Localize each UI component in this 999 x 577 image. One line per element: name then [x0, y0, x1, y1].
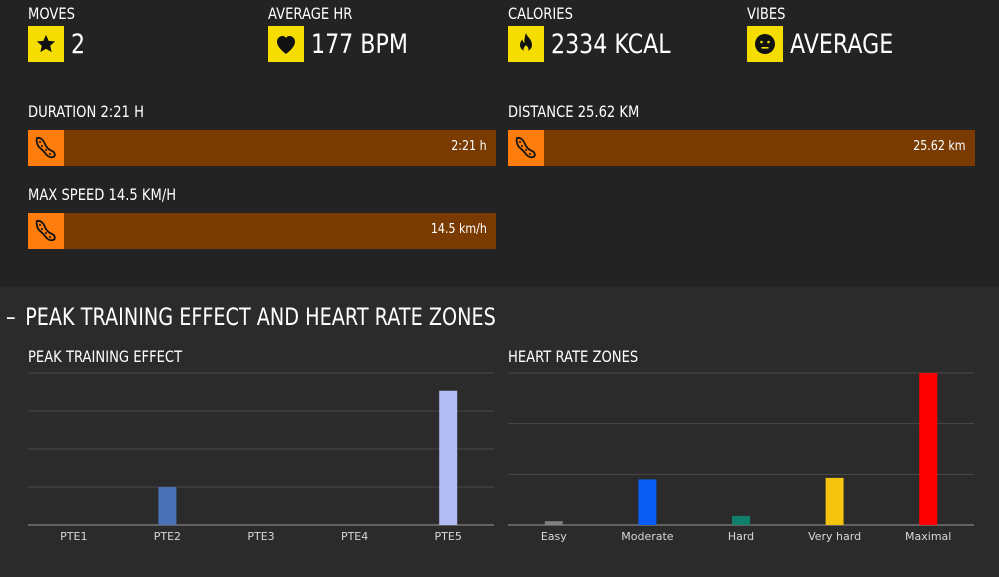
- stat-label: AVERAGE HR: [268, 4, 353, 23]
- stat-vibes: VIBES: [747, 4, 794, 23]
- bar-very-hard[interactable]: [825, 477, 844, 525]
- bar-maximal[interactable]: [919, 373, 938, 525]
- stat-moves: MOVES: [28, 4, 85, 23]
- bar-moderate[interactable]: [638, 479, 657, 525]
- stat-calories: CALORIES: [508, 4, 587, 23]
- stat-value: 2334 KCAL: [551, 28, 671, 60]
- star-icon: [28, 26, 64, 62]
- stat-value: AVERAGE: [790, 28, 894, 60]
- stat-value: 2: [71, 28, 86, 60]
- peak-training-effect-chart: PTE1 PTE2 PTE3 PTE4 PTE5: [28, 372, 494, 543]
- max-speed-label: MAX SPEED 14.5 KM/H: [28, 185, 177, 204]
- x-tick-label: Easy: [541, 530, 567, 543]
- shoe-icon: [28, 130, 64, 166]
- x-tick-label: Moderate: [621, 530, 674, 543]
- flame-icon: [508, 26, 544, 62]
- bar-pte2[interactable]: [158, 487, 177, 525]
- x-tick-label: Maximal: [905, 530, 951, 543]
- stat-label: VIBES: [747, 4, 786, 23]
- stat-calories-row: 2334 KCAL: [508, 26, 697, 62]
- stat-label: MOVES: [28, 4, 76, 23]
- distance-value: 25.62 km: [913, 139, 966, 154]
- collapse-toggle-icon[interactable]: –: [6, 303, 16, 331]
- stat-label: CALORIES: [508, 4, 573, 23]
- bar-easy[interactable]: [544, 521, 563, 525]
- max-speed-bar: 14.5 km/h: [28, 213, 496, 249]
- duration-label: DURATION 2:21 H: [28, 102, 144, 121]
- bar-pte5[interactable]: [439, 390, 458, 525]
- stat-moves-row: 2: [28, 26, 88, 62]
- duration-bar: 2:21 h: [28, 130, 496, 166]
- x-tick-label: PTE5: [435, 530, 462, 543]
- x-tick-label: PTE1: [60, 530, 87, 543]
- shoe-icon: [508, 130, 544, 166]
- heart-rate-zones-chart: Easy Moderate Hard Very hard Maximal: [508, 372, 974, 543]
- training-effect-section: – PEAK TRAINING EFFECT AND HEART RATE ZON…: [0, 287, 999, 577]
- max-speed-value: 14.5 km/h: [430, 222, 487, 237]
- distance-bar: 25.62 km: [508, 130, 975, 166]
- neutral-face-icon: [747, 26, 783, 62]
- pte-chart-title: PEAK TRAINING EFFECT: [28, 347, 183, 366]
- heart-icon: [268, 26, 304, 62]
- x-tick-label: PTE3: [247, 530, 274, 543]
- x-tick-label: Very hard: [808, 530, 861, 543]
- shoe-icon: [28, 213, 64, 249]
- section-title: PEAK TRAINING EFFECT AND HEART RATE ZONE…: [25, 303, 496, 331]
- section-header[interactable]: – PEAK TRAINING EFFECT AND HEART RATE ZON…: [6, 303, 496, 331]
- stat-average-hr-row: 177 BPM: [268, 26, 429, 62]
- duration-value: 2:21 h: [451, 139, 487, 154]
- distance-label: DISTANCE 25.62 KM: [508, 102, 640, 121]
- x-tick-label: Hard: [728, 530, 754, 543]
- stat-value: 177 BPM: [311, 28, 408, 60]
- x-tick-label: PTE2: [154, 530, 181, 543]
- hr-zones-chart-title: HEART RATE ZONES: [508, 347, 639, 366]
- bar-hard[interactable]: [732, 515, 750, 525]
- stat-vibes-row: AVERAGE: [747, 26, 916, 62]
- stat-average-hr: AVERAGE HR: [268, 4, 371, 23]
- x-tick-label: PTE4: [341, 530, 368, 543]
